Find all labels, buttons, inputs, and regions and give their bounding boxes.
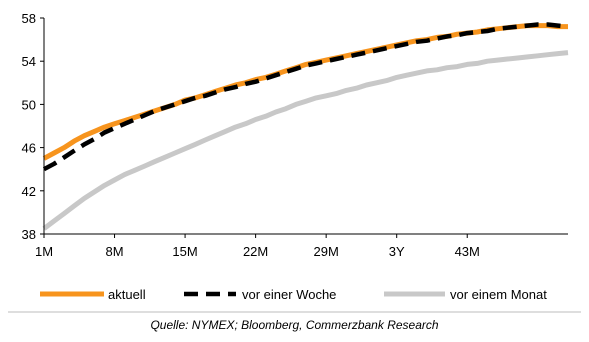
y-tick-label: 54: [22, 54, 36, 69]
source-note: Quelle: NYMEX; Bloomberg, Commerzbank Re…: [150, 318, 439, 332]
y-tick-label: 46: [22, 141, 36, 156]
x-tick-label: 8M: [106, 244, 124, 259]
series-line-3: [42, 50, 569, 231]
y-tick-label: 38: [22, 227, 36, 242]
x-tick-label: 29M: [314, 244, 339, 259]
x-axis: 1M 8M 15M 22M 29M 3Y 43M: [35, 233, 568, 259]
legend-label-1: aktuell: [108, 287, 146, 302]
series-line-1: [42, 23, 568, 161]
plot-area: [42, 22, 569, 231]
legend-label-3: vor einem Monat: [450, 287, 547, 302]
y-tick-label: 42: [22, 184, 36, 199]
y-tick-label: 50: [22, 97, 36, 112]
legend-label-2: vor einer Woche: [242, 287, 336, 302]
x-tick-label: 22M: [243, 244, 268, 259]
y-tick-label: 58: [22, 11, 36, 26]
series-line-2: [42, 22, 569, 172]
x-tick-label: 15M: [172, 244, 197, 259]
x-tick-label: 43M: [455, 244, 480, 259]
x-tick-label: 1M: [35, 244, 53, 259]
x-tick-label: 3Y: [389, 244, 405, 259]
legend: aktuell vor einer Woche vor einem Monat: [40, 287, 547, 302]
y-axis: 38 42 46 50 54 58: [22, 11, 45, 242]
